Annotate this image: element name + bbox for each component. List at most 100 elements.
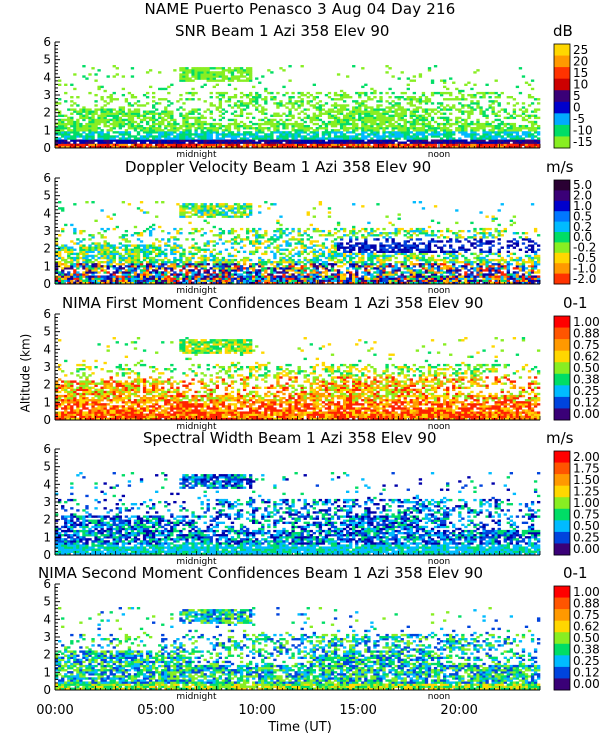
heatmap-cell bbox=[188, 139, 192, 142]
heatmap-cell bbox=[152, 96, 156, 99]
heatmap-cell bbox=[239, 124, 244, 128]
heatmap-cell bbox=[339, 104, 344, 107]
heatmap-cell bbox=[209, 73, 213, 76]
heatmap-cell bbox=[127, 248, 132, 251]
heatmap-cell bbox=[349, 114, 353, 118]
heatmap-cell bbox=[409, 96, 413, 99]
heatmap-cell bbox=[330, 141, 335, 144]
heatmap-cell bbox=[85, 275, 89, 278]
heatmap-cell bbox=[512, 129, 517, 132]
heatmap-cell bbox=[239, 100, 244, 103]
heatmap-cell bbox=[391, 143, 395, 146]
heatmap-cell bbox=[170, 129, 174, 132]
heatmap-cell bbox=[139, 135, 144, 138]
heatmap-cell bbox=[367, 114, 371, 118]
y-tick-label: 2 bbox=[43, 106, 51, 120]
heatmap-cell bbox=[339, 106, 344, 109]
heatmap-cell bbox=[279, 104, 283, 107]
heatmap-cell bbox=[142, 271, 147, 274]
heatmap-cell bbox=[249, 279, 253, 282]
heatmap-cell bbox=[230, 137, 235, 140]
heatmap-cell bbox=[336, 120, 341, 124]
heatmap-cell bbox=[191, 122, 195, 126]
heatmap-cell bbox=[306, 234, 310, 237]
heatmap-cell bbox=[173, 127, 177, 130]
heatmap-cell bbox=[324, 127, 329, 130]
heatmap-cell bbox=[76, 124, 80, 128]
heatmap-cell bbox=[449, 143, 453, 146]
heatmap-cell bbox=[103, 250, 107, 254]
heatmap-cell bbox=[182, 131, 186, 134]
heatmap-cell bbox=[309, 269, 313, 272]
heatmap-cell bbox=[321, 275, 326, 278]
heatmap-cell bbox=[512, 108, 517, 111]
heatmap-cell bbox=[349, 250, 353, 254]
heatmap-cell bbox=[70, 112, 74, 115]
heatmap-cell bbox=[515, 141, 520, 144]
heatmap-cell bbox=[470, 122, 474, 126]
heatmap-cell bbox=[206, 122, 210, 126]
heatmap-cell bbox=[239, 79, 244, 82]
heatmap-cell bbox=[58, 275, 62, 278]
heatmap-cell bbox=[115, 112, 119, 115]
heatmap-cell bbox=[224, 69, 229, 72]
heatmap-cell bbox=[497, 96, 501, 99]
heatmap-cell bbox=[318, 110, 323, 113]
heatmap-cell bbox=[58, 83, 62, 86]
heatmap-cell bbox=[355, 265, 359, 268]
heatmap-cell bbox=[430, 139, 435, 142]
heatmap-cell bbox=[185, 73, 189, 76]
heatmap-cell bbox=[197, 279, 201, 282]
heatmap-cell bbox=[100, 85, 104, 89]
heatmap-cell bbox=[58, 141, 62, 144]
heatmap-cell bbox=[267, 122, 271, 126]
heatmap-cell bbox=[215, 209, 219, 212]
heatmap-cell bbox=[127, 135, 132, 138]
heatmap-cell bbox=[97, 139, 101, 142]
heatmap-cell bbox=[385, 141, 389, 144]
heatmap-cell bbox=[364, 120, 368, 124]
heatmap-cell bbox=[118, 271, 122, 274]
heatmap-cell bbox=[536, 141, 541, 144]
heatmap-cell bbox=[306, 102, 310, 105]
heatmap-cell bbox=[167, 124, 171, 128]
heatmap-cell bbox=[167, 277, 171, 280]
heatmap-cell bbox=[206, 211, 210, 214]
heatmap-cell bbox=[291, 102, 295, 105]
heatmap-cell bbox=[364, 135, 368, 138]
heatmap-cell bbox=[203, 83, 207, 86]
heatmap-cell bbox=[200, 131, 204, 134]
heatmap-cell bbox=[88, 124, 92, 128]
heatmap-cell bbox=[373, 281, 377, 285]
heatmap-cell bbox=[185, 211, 189, 214]
heatmap-cell bbox=[352, 263, 356, 266]
heatmap-cell bbox=[252, 271, 256, 274]
heatmap-cell bbox=[394, 143, 398, 146]
heatmap-cell bbox=[303, 229, 307, 233]
heatmap-cell bbox=[121, 258, 126, 262]
heatmap-cell bbox=[82, 143, 86, 146]
heatmap-cell bbox=[315, 141, 320, 144]
heatmap-cell bbox=[236, 234, 241, 237]
heatmap-cell bbox=[79, 229, 83, 233]
heatmap-cell bbox=[245, 207, 250, 210]
heatmap-cell bbox=[336, 223, 341, 227]
heatmap-cell bbox=[370, 124, 374, 128]
heatmap-cell bbox=[443, 108, 447, 111]
heatmap-cell bbox=[230, 246, 235, 249]
heatmap-cell bbox=[412, 137, 417, 140]
heatmap-cell bbox=[370, 116, 374, 120]
heatmap-cell bbox=[121, 137, 126, 140]
heatmap-cell bbox=[206, 73, 210, 76]
heatmap-cell bbox=[103, 120, 107, 124]
heatmap-cell bbox=[197, 211, 201, 214]
heatmap-cell bbox=[158, 114, 162, 118]
heatmap-cell bbox=[509, 137, 514, 140]
heatmap-cell bbox=[449, 93, 453, 97]
heatmap-cell bbox=[370, 137, 374, 140]
heatmap-cell bbox=[103, 100, 107, 103]
heatmap-cell bbox=[100, 133, 104, 136]
heatmap-cell bbox=[409, 131, 413, 134]
heatmap-cell bbox=[385, 116, 389, 120]
heatmap-cell bbox=[167, 104, 171, 107]
